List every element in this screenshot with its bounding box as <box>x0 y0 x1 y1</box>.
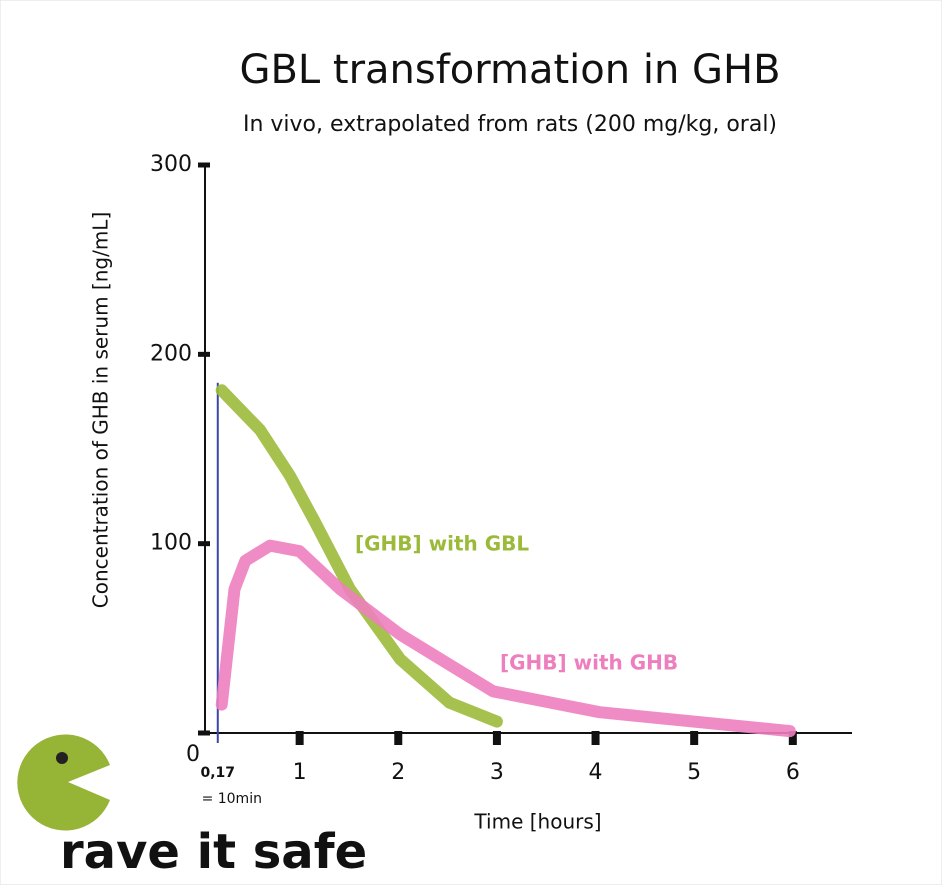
logo-icon <box>17 734 110 831</box>
pacman <box>17 734 110 831</box>
marker-label: 0,17 <box>200 765 235 781</box>
chart-subtitle: In vivo, extrapolated from rats (200 mg/… <box>243 112 777 137</box>
series-line <box>215 384 503 728</box>
y-tick-label: 200 <box>150 341 192 366</box>
x-tick-label: 6 <box>786 760 800 785</box>
x-tick-label: 4 <box>589 760 603 785</box>
y-axis-label: Concentration of GHB in serum [ng/mL] <box>89 212 113 608</box>
series-label: [GHB] with GBL <box>355 532 529 556</box>
pacman-eye <box>56 752 68 764</box>
series-label: [GHB] with GHB <box>500 651 678 675</box>
x-tick-label: 5 <box>687 760 701 785</box>
y-tick-label: 300 <box>150 152 192 177</box>
marker-note: = 10min <box>202 791 262 807</box>
series-line <box>215 539 796 738</box>
x-tick-label: 1 <box>293 760 307 785</box>
y-tick-label: 100 <box>150 531 192 556</box>
chart-title: GBL transformation in GHB <box>239 47 780 93</box>
brand: rave it safe <box>60 824 367 880</box>
x-tick-label: 2 <box>391 760 405 785</box>
x-tick-label: 3 <box>490 760 504 785</box>
y-tick-label: 0 <box>186 742 200 767</box>
x-axis-label: Time [hours] <box>473 810 601 834</box>
